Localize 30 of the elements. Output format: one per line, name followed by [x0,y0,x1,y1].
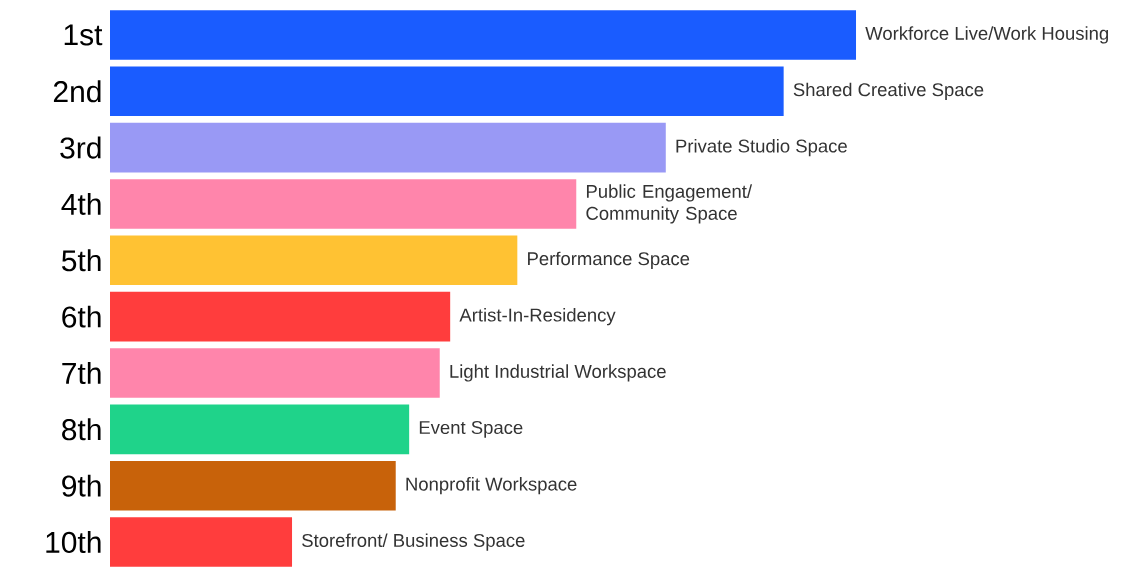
y-tick-label: 2nd [53,80,101,103]
y-tick-label: 7th [62,362,101,384]
bar [110,122,666,173]
annotation: Storefront/ Business Space [302,533,525,551]
bar [110,348,440,398]
bar [110,460,396,511]
y-tick-label: 6th [62,305,101,328]
annotation: Public Engagement/ Community Space [586,184,753,224]
y-tick-label: 8th [62,418,101,441]
y-tick-label: 1st [64,24,103,46]
bar [110,10,857,60]
y-tick-label: 5th [61,249,101,272]
y-tick-label: 3rd [60,136,101,159]
bar [110,291,451,342]
annotation: Nonprofit Workspace [406,477,577,495]
annotation: Light Industrial Workspace [450,364,666,382]
y-tick-label: 4th [61,192,101,215]
bar [110,517,293,567]
bar [110,235,518,286]
bar [110,404,410,455]
annotation: Event Space [419,420,523,438]
y-tick-label: 9th [62,474,101,497]
annotation: Private Studio Space [676,139,847,157]
y-tick-label: 10th [46,531,101,554]
annotation: Workforce Live/Work Housing [865,26,1108,44]
annotation: Shared Creative Space [793,82,984,100]
annotation: Performance Space [528,251,690,269]
bar [110,179,577,229]
bar [110,66,784,117]
annotation: Artist-In-Residency [459,308,616,326]
